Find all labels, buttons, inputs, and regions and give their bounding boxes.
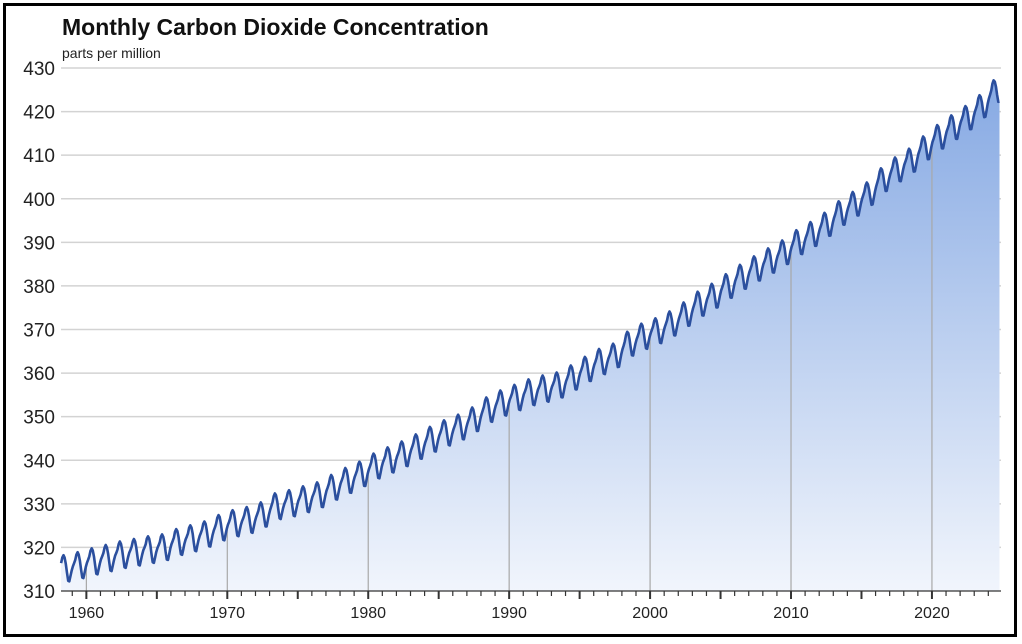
- y-tick-label: 430: [23, 59, 55, 80]
- x-tick-label: 1990: [491, 605, 527, 622]
- x-tick-label: 1970: [209, 605, 245, 622]
- y-tick-label: 340: [23, 451, 55, 472]
- y-tick-label: 380: [23, 277, 55, 298]
- chart-subtitle: parts per million: [62, 45, 161, 61]
- x-tick-label: 2000: [632, 605, 668, 622]
- area-fill: [61, 80, 1000, 592]
- x-tick-label: 1960: [69, 605, 105, 622]
- y-tick-label: 350: [23, 408, 55, 429]
- chart-title: Monthly Carbon Dioxide Concentration: [62, 14, 489, 40]
- y-tick-label: 400: [23, 190, 55, 211]
- x-tick-label: 1980: [350, 605, 386, 622]
- y-tick-label: 360: [23, 364, 55, 385]
- y-tick-label: 330: [23, 495, 55, 516]
- y-tick-label: 390: [23, 233, 55, 254]
- co2-series-line: [59, 79, 1000, 583]
- x-tick-label: 2020: [914, 605, 950, 622]
- x-tick-label: 2010: [773, 605, 809, 622]
- y-tick-label: 420: [23, 103, 55, 124]
- y-tick-label: 310: [23, 582, 55, 603]
- y-tick-label: 320: [23, 538, 55, 559]
- y-tick-label: 370: [23, 321, 55, 342]
- y-tick-label: 410: [23, 146, 55, 167]
